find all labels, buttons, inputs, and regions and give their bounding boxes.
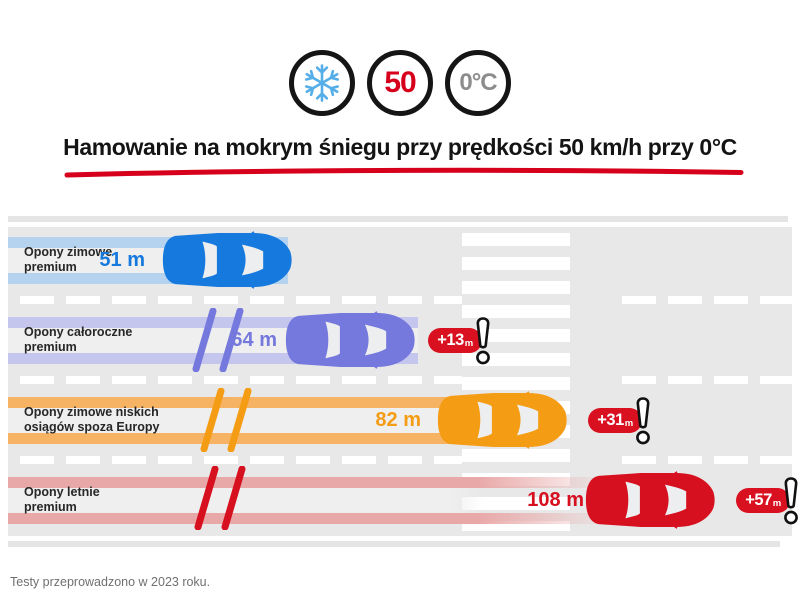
skid-marks-icon — [182, 466, 252, 530]
header-icons: 50 0°C — [0, 50, 800, 116]
lane-dashes — [610, 456, 792, 464]
page-title: Hamowanie na mokrym śniegu przy prędkośc… — [63, 134, 737, 160]
track-stripe — [8, 273, 288, 284]
lane-dashes — [8, 296, 462, 304]
snowflake-icon — [303, 64, 341, 102]
exclamation-icon — [632, 396, 654, 446]
track-stripe — [8, 397, 460, 408]
speed-circle: 50 — [367, 50, 433, 116]
tire-label: Opony zimowe niskich osiągów spoza Europ… — [24, 405, 160, 434]
extra-distance-badge: +57 m — [736, 488, 790, 513]
road: Opony zimowe premium 51 m Opony całorocz… — [8, 227, 792, 536]
tire-label: Opony całoroczne premium — [24, 325, 133, 354]
track-stripe — [8, 237, 288, 248]
car-icon-orange — [435, 390, 570, 450]
footer-note: Testy przeprowadzono w 2023 roku. — [10, 575, 211, 589]
temperature-circle: 0°C — [445, 50, 511, 116]
road-edge-top — [8, 216, 788, 222]
speed-value: 50 — [384, 66, 416, 99]
track-stripe — [8, 353, 418, 364]
extra-distance-badge: +13 m — [428, 328, 482, 353]
skid-marks-icon — [188, 388, 258, 452]
extra-distance-badge: +31 m — [588, 408, 642, 433]
car-icon-red — [583, 470, 718, 530]
exclamation-icon — [472, 316, 494, 366]
distance-value: 108 m — [527, 489, 584, 511]
tire-label: Opony zimowe premium — [24, 245, 113, 274]
track-stripe — [8, 513, 718, 524]
lane-dashes — [8, 456, 462, 464]
snowflake-circle — [289, 50, 355, 116]
lane-dashes — [610, 296, 792, 304]
distance-value: 82 m — [375, 409, 421, 431]
title-underline — [64, 167, 744, 178]
road-edge-bottom — [8, 541, 780, 547]
track-stripe — [8, 477, 718, 488]
exclamation-icon — [780, 476, 800, 526]
lane-dashes — [610, 376, 792, 384]
distance-value: 51 m — [99, 249, 145, 271]
lane-dashes — [8, 376, 462, 384]
tire-label: Opony letnie premium — [24, 485, 100, 514]
temperature-value: 0°C — [459, 69, 497, 96]
distance-value: 64 m — [231, 329, 277, 351]
car-icon-purple — [283, 310, 418, 370]
